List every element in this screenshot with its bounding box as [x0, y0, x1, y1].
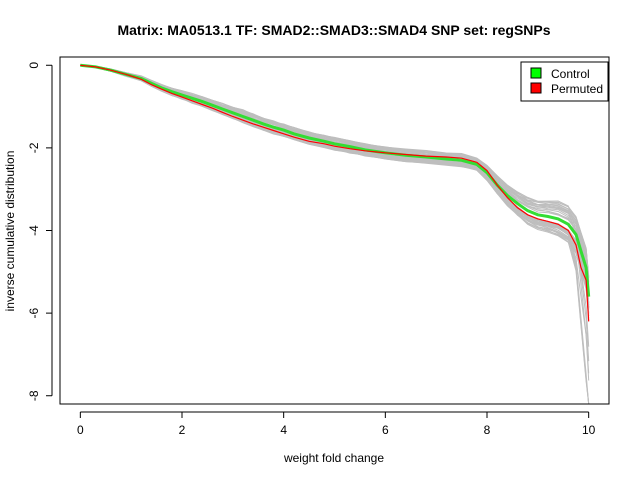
legend-swatch-control: [530, 67, 542, 79]
y-axis-label: inverse cumulative distribution: [3, 151, 17, 312]
series-line-control: [80, 63, 591, 297]
x-tick-label: 0: [77, 423, 84, 437]
y-axis: 0 -2 -4 -6 -8: [27, 62, 53, 401]
background-series-line: [80, 64, 590, 316]
x-axis: 0 2 4 6 8 10: [77, 411, 596, 437]
y-tick-label: -2: [27, 142, 41, 153]
legend-label-control: Control: [551, 67, 590, 81]
y-tick-label: -4: [27, 225, 41, 236]
legend: Control Permuted: [520, 61, 609, 102]
y-tick-label: -6: [27, 307, 41, 318]
x-tick-label: 4: [280, 423, 287, 437]
y-tick-label: -8: [27, 390, 41, 401]
main-series-group: [80, 63, 591, 322]
background-series-line: [80, 64, 590, 405]
x-axis-label: weight fold change: [283, 451, 384, 465]
x-tick-label: 2: [179, 423, 186, 437]
x-tick-label: 10: [582, 423, 596, 437]
plot-frame: [59, 56, 610, 405]
chart-title: Matrix: MA0513.1 TF: SMAD2::SMAD3::SMAD4…: [117, 22, 550, 38]
series-line-permuted: [80, 64, 590, 322]
legend-label-permuted: Permuted: [551, 82, 603, 96]
y-tick-label: 0: [27, 62, 41, 69]
legend-swatch-permuted: [530, 82, 542, 94]
x-tick-label: 6: [382, 423, 389, 437]
background-series-line: [80, 64, 590, 279]
x-tick-label: 8: [484, 423, 491, 437]
background-series-line: [80, 64, 590, 283]
